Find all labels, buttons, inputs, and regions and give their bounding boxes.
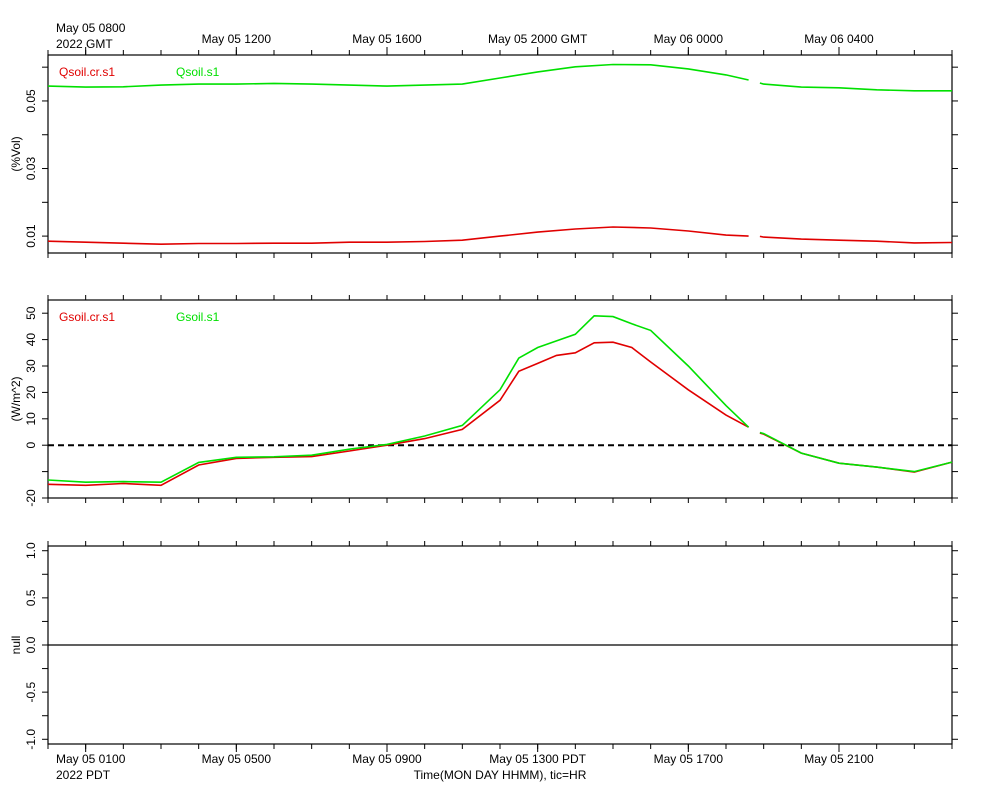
y-tick-label: 30 [24, 359, 38, 373]
legend-label: Gsoil.s1 [176, 310, 220, 324]
x-tick-label: May 05 1200 [202, 32, 272, 46]
y-tick-label: 0.0 [24, 636, 38, 653]
y-axis-title: (W/m^2) [9, 377, 23, 422]
y-tick-label: 0.05 [24, 89, 38, 113]
x-axis-year: 2022 PDT [56, 768, 111, 782]
series-line [47, 341, 953, 487]
y-tick-label: -1.0 [24, 729, 38, 750]
y-tick-label: 0 [24, 442, 38, 449]
x-axis-year: 2022 GMT [56, 37, 113, 51]
x-tick-label: May 05 1300 PDT [489, 752, 586, 766]
legend-label: Gsoil.cr.s1 [59, 310, 115, 324]
x-axis-title: Time(MON DAY HHMM), tic=HR [414, 768, 587, 782]
x-tick-label: May 06 0400 [804, 32, 874, 46]
series-line [47, 63, 952, 92]
y-tick-label: 0.03 [24, 157, 38, 181]
x-tick-label: May 05 0500 [202, 752, 272, 766]
series-line [47, 226, 953, 246]
y-tick-label: 20 [24, 385, 38, 399]
y-tick-label: 0.5 [24, 589, 38, 606]
y-axis-title: null [9, 636, 23, 655]
y-tick-label: -0.5 [24, 681, 38, 702]
y-tick-label: 1.0 [24, 542, 38, 559]
x-tick-label: May 05 0900 [352, 752, 422, 766]
x-tick-label: May 05 0800 [56, 21, 126, 35]
y-tick-label: -20 [24, 489, 38, 507]
y-tick-label: 0.01 [24, 224, 38, 248]
legend-label: Qsoil.s1 [176, 65, 220, 79]
y-tick-label: 50 [24, 306, 38, 320]
y-axis-title: (%Vol) [9, 136, 23, 171]
x-tick-label: May 05 0100 [56, 752, 126, 766]
x-tick-label: May 06 0000 [654, 32, 724, 46]
x-tick-label: May 05 2000 GMT [488, 32, 588, 46]
y-tick-label: 10 [24, 412, 38, 426]
series-line [47, 314, 953, 484]
legend-label: Qsoil.cr.s1 [59, 65, 115, 79]
x-tick-label: May 05 2100 [804, 752, 874, 766]
x-tick-label: May 05 1600 [352, 32, 422, 46]
y-tick-label: 40 [24, 333, 38, 347]
x-tick-label: May 05 1700 [654, 752, 724, 766]
